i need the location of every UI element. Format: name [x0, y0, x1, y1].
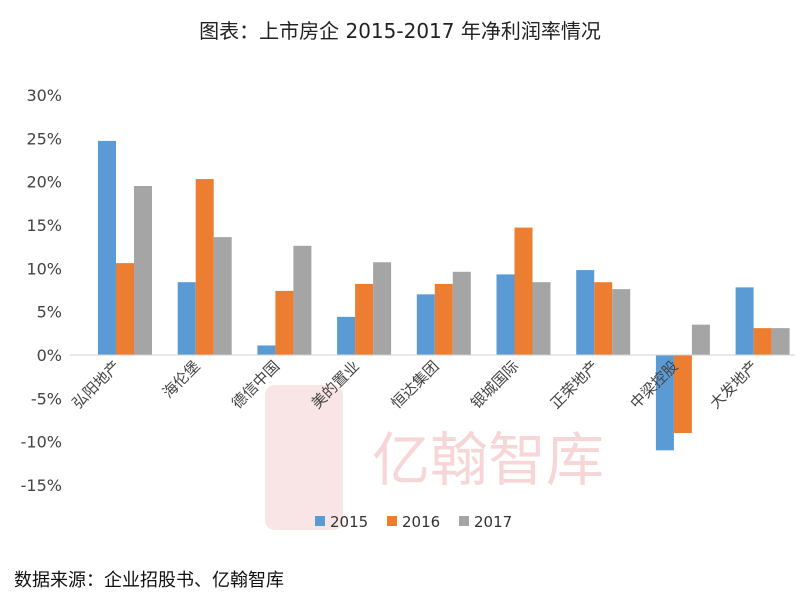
x-category-label: 弘阳地产 — [69, 357, 124, 412]
bar-2017 — [213, 237, 232, 355]
bar-2016 — [116, 263, 134, 355]
x-category-label: 恒达集团 — [387, 357, 442, 412]
bar-2016 — [195, 179, 214, 355]
x-category-label: 银城国际 — [467, 357, 522, 412]
y-tick-label: 20% — [26, 173, 62, 192]
y-tick-label: -10% — [21, 433, 62, 452]
source-note: 数据来源：企业招股书、亿翰智库 — [14, 570, 284, 591]
bar-2016 — [673, 355, 692, 433]
bar-2017 — [532, 282, 551, 355]
bar-2016 — [514, 227, 533, 355]
legend-label-2017: 2017 — [474, 513, 512, 531]
legend-label-2015: 2015 — [330, 513, 368, 531]
legend: 2015 2016 2017 — [315, 513, 512, 531]
bar-2015 — [735, 287, 754, 355]
bar-2015 — [257, 345, 276, 355]
bar-2015 — [98, 140, 116, 355]
x-category-label: 海伦堡 — [159, 357, 204, 402]
bar-2017 — [771, 328, 790, 355]
bar-2017 — [691, 324, 710, 355]
y-tick-label: 10% — [26, 259, 62, 278]
legend-swatch-2017 — [459, 516, 469, 526]
watermark: 亿翰智库 — [265, 385, 604, 530]
watermark-seal — [265, 385, 343, 530]
bar-2017 — [612, 289, 631, 355]
bar-2017 — [293, 245, 312, 355]
y-tick-label: 30% — [26, 86, 62, 105]
legend-swatch-2015 — [315, 516, 325, 526]
bar-2017 — [134, 186, 152, 355]
bar-2017 — [452, 271, 471, 355]
legend-label-2016: 2016 — [402, 513, 440, 531]
bar-2016 — [275, 290, 294, 355]
bar-2015 — [337, 316, 356, 355]
bar-2016 — [355, 283, 374, 355]
y-axis: 30% 25% 20% 15% 10% 5% 0% -5% -10% -15% — [21, 86, 62, 495]
y-tick-label: 5% — [37, 303, 62, 322]
bar-2017 — [373, 262, 392, 355]
bar-2016 — [434, 283, 453, 355]
bar-2016 — [594, 282, 613, 355]
x-category-label: 正荣地产 — [547, 357, 602, 412]
bar-2016 — [753, 328, 772, 355]
bar-2015 — [416, 294, 435, 355]
bar-2015 — [576, 270, 595, 355]
y-tick-label: 0% — [37, 346, 62, 365]
watermark-text: 亿翰智库 — [372, 426, 604, 494]
bar-2015 — [496, 274, 515, 355]
y-tick-label: 25% — [26, 129, 62, 148]
y-tick-label: -5% — [31, 389, 62, 408]
chart-title: 图表：上市房企 2015-2017 年净利润率情况 — [199, 19, 601, 43]
y-tick-label: -15% — [21, 476, 62, 495]
bars — [98, 140, 790, 451]
bar-2015 — [655, 355, 674, 451]
y-tick-label: 15% — [26, 216, 62, 235]
x-category-label: 大发地产 — [706, 357, 761, 412]
bar-2015 — [177, 282, 196, 355]
legend-swatch-2016 — [387, 516, 397, 526]
